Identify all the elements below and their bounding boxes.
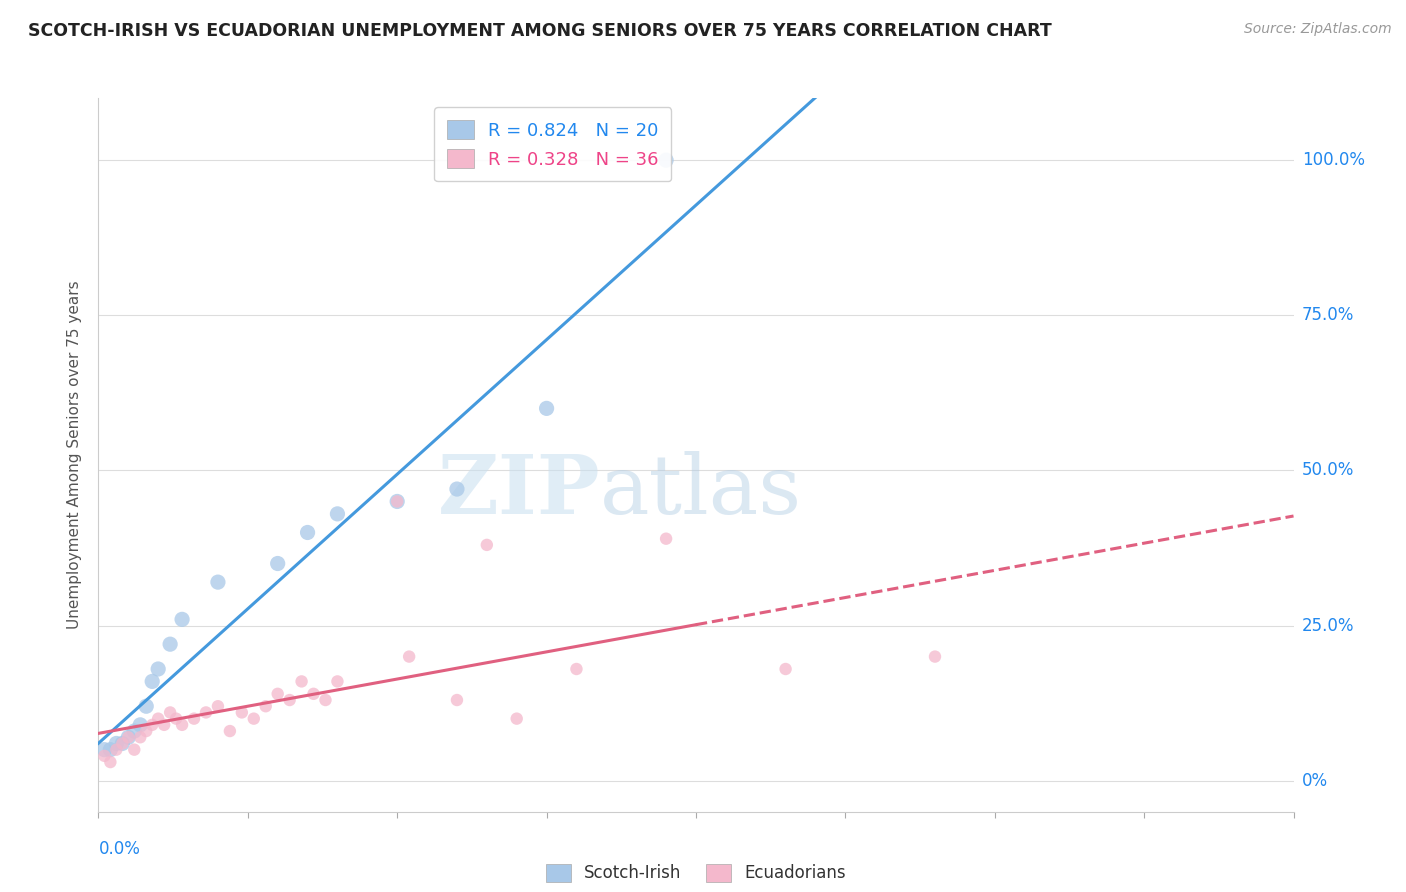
Point [117, 731, 139, 745]
Point [655, 532, 678, 546]
Point [207, 575, 229, 590]
Point [159, 706, 181, 720]
Point [117, 731, 139, 745]
Point [98, 755, 122, 769]
Point [93, 748, 115, 763]
Point [159, 637, 181, 651]
Point [446, 693, 468, 707]
Point [297, 525, 319, 540]
Point [655, 153, 678, 168]
Point [278, 693, 301, 707]
Text: 0.0%: 0.0% [98, 840, 141, 858]
Point [290, 674, 312, 689]
Point [194, 706, 218, 720]
Point [153, 718, 176, 732]
Point [385, 494, 409, 508]
Point [475, 538, 498, 552]
Point [446, 482, 468, 496]
Point [315, 693, 337, 707]
Text: 75.0%: 75.0% [1302, 306, 1354, 325]
Point [111, 736, 134, 750]
Point [165, 712, 187, 726]
Point [148, 662, 170, 676]
Point [105, 736, 128, 750]
Legend: Scotch-Irish, Ecuadorians: Scotch-Irish, Ecuadorians [538, 857, 853, 889]
Point [135, 724, 157, 739]
Point [326, 507, 349, 521]
Y-axis label: Unemployment Among Seniors over 75 years: Unemployment Among Seniors over 75 years [67, 281, 83, 629]
Point [172, 612, 194, 626]
Text: ZIP: ZIP [437, 450, 600, 531]
Point [172, 718, 194, 732]
Point [385, 494, 409, 508]
Point [924, 649, 946, 664]
Point [243, 712, 266, 726]
Point [775, 662, 797, 676]
Point [267, 557, 290, 571]
Point [231, 706, 253, 720]
Point [183, 712, 205, 726]
Point [207, 699, 229, 714]
Point [105, 742, 128, 756]
Point [124, 742, 146, 756]
Text: 50.0%: 50.0% [1302, 461, 1354, 479]
Point [141, 674, 163, 689]
Point [124, 724, 146, 739]
Point [398, 649, 420, 664]
Point [506, 712, 529, 726]
Point [302, 687, 325, 701]
Point [129, 731, 152, 745]
Point [254, 699, 277, 714]
Text: 25.0%: 25.0% [1302, 616, 1354, 634]
Text: Source: ZipAtlas.com: Source: ZipAtlas.com [1244, 22, 1392, 37]
Point [565, 662, 588, 676]
Point [98, 742, 122, 756]
Point [129, 718, 152, 732]
Point [326, 674, 349, 689]
Point [93, 742, 115, 756]
Point [141, 718, 163, 732]
Point [135, 699, 157, 714]
Text: atlas: atlas [600, 450, 803, 531]
Point [267, 687, 290, 701]
Text: 100.0%: 100.0% [1302, 151, 1365, 169]
Text: SCOTCH-IRISH VS ECUADORIAN UNEMPLOYMENT AMONG SENIORS OVER 75 YEARS CORRELATION : SCOTCH-IRISH VS ECUADORIAN UNEMPLOYMENT … [28, 22, 1052, 40]
Point [111, 736, 134, 750]
Point [536, 401, 558, 416]
Text: 0%: 0% [1302, 772, 1329, 789]
Point [219, 724, 242, 739]
Point [148, 712, 170, 726]
